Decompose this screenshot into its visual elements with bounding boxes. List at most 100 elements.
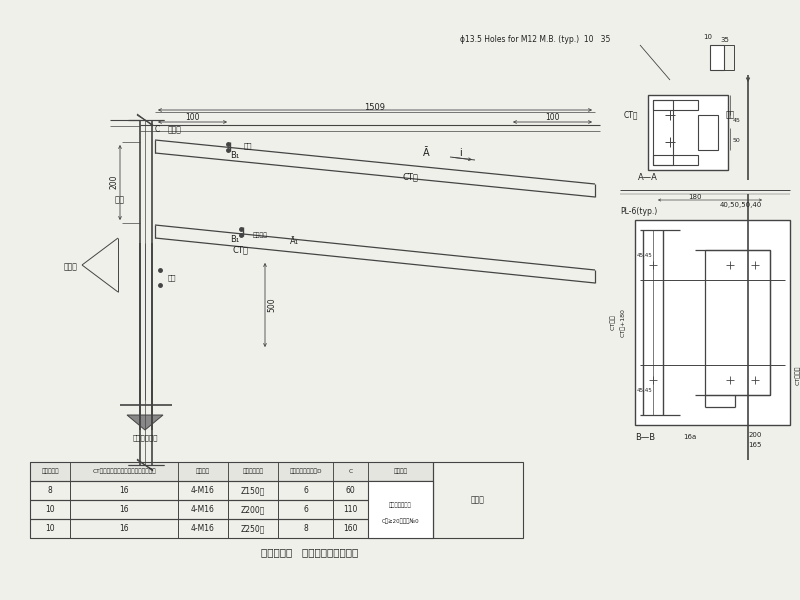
Text: 4-M16: 4-M16	[191, 505, 215, 514]
Text: B₁: B₁	[230, 235, 239, 245]
Bar	[30, 462, 70, 481]
Bar	[653, 100, 698, 110]
Text: Ā₁: Ā₁	[290, 238, 299, 247]
Bar	[70, 462, 178, 481]
Text: C值≥20，其余№0: C值≥20，其余№0	[382, 518, 419, 524]
Text: 4-M16: 4-M16	[191, 524, 215, 533]
Bar	[653, 155, 698, 165]
Text: Z200型: Z200型	[241, 505, 265, 514]
Text: C: C	[349, 469, 353, 474]
Text: 墙架规格: 墙架规格	[196, 469, 210, 474]
Text: 槽架宽: 槽架宽	[168, 125, 182, 134]
Text: i: i	[458, 148, 462, 158]
Text: 100: 100	[545, 113, 559, 122]
Text: 墙架托板厚度: 墙架托板厚度	[242, 469, 263, 474]
Bar	[635, 220, 790, 425]
Text: CT架: CT架	[623, 110, 638, 119]
Text: 10: 10	[45, 505, 55, 514]
Bar	[30, 462, 433, 481]
Text: 1509: 1509	[365, 103, 386, 112]
Text: 165: 165	[748, 442, 762, 448]
Bar	[178, 462, 228, 481]
Text: 8: 8	[303, 524, 308, 533]
Text: 40,50,50,40: 40,50,50,40	[720, 202, 762, 208]
Text: 10: 10	[703, 34, 713, 40]
Text: 110: 110	[343, 505, 358, 514]
Text: 45,45: 45,45	[637, 388, 653, 392]
Text: B₁: B₁	[230, 151, 239, 160]
Bar	[178, 500, 228, 519]
Text: 160: 160	[343, 524, 358, 533]
Bar	[333, 519, 368, 538]
Bar	[368, 481, 433, 500]
Bar	[368, 481, 433, 538]
Bar	[648, 95, 728, 170]
Text: 雨披详图一   （与钢柱级条相连）: 雨披详图一 （与钢柱级条相连）	[262, 547, 358, 557]
Bar	[30, 519, 70, 538]
Bar	[724, 45, 734, 70]
Text: Ā: Ā	[423, 148, 430, 158]
Bar	[278, 500, 333, 519]
Text: 螺栓: 螺栓	[168, 275, 176, 281]
Bar	[30, 500, 70, 519]
Text: 45,45: 45,45	[637, 253, 653, 257]
Text: 60: 60	[346, 486, 355, 495]
Text: 200: 200	[748, 432, 762, 438]
Text: 16: 16	[119, 486, 129, 495]
Text: 门槛架础底板: 门槛架础底板	[132, 434, 158, 442]
Bar	[653, 100, 673, 165]
Text: Z150型: Z150型	[241, 486, 265, 495]
Bar	[433, 462, 523, 538]
Text: 50: 50	[733, 137, 741, 142]
Polygon shape	[127, 415, 163, 430]
Bar	[30, 481, 70, 500]
Bar	[228, 481, 278, 500]
Text: 6: 6	[303, 486, 308, 495]
Text: 雨披坡面: 雨披坡面	[394, 469, 407, 474]
Bar	[228, 500, 278, 519]
Text: 180: 180	[688, 194, 702, 200]
Text: 加劲板厚度: 加劲板厚度	[42, 469, 58, 474]
Text: 16a: 16a	[683, 434, 697, 440]
Bar	[228, 519, 278, 538]
Bar	[278, 519, 333, 538]
Text: 45: 45	[733, 118, 741, 122]
Text: 楢架: 楢架	[726, 110, 735, 119]
Text: 16: 16	[119, 505, 129, 514]
Bar	[70, 519, 178, 538]
Bar	[178, 481, 228, 500]
Bar	[333, 462, 368, 481]
Bar	[710, 45, 724, 70]
Bar	[70, 481, 178, 500]
Text: 当有内压板时，: 当有内压板时，	[389, 503, 412, 508]
Bar	[278, 462, 333, 481]
Bar	[368, 519, 433, 538]
Text: CT架+180: CT架+180	[620, 308, 626, 337]
Bar	[705, 250, 770, 395]
Bar	[30, 519, 433, 538]
Text: 500: 500	[267, 298, 277, 313]
Bar	[278, 481, 333, 500]
Bar	[30, 500, 433, 519]
Text: 炉架底: 炉架底	[471, 496, 485, 505]
Text: 6: 6	[303, 505, 308, 514]
Bar	[333, 500, 368, 519]
Text: 10: 10	[45, 524, 55, 533]
Text: ϕ13.5 Holes for M12 M.B. (typ.)  10   35: ϕ13.5 Holes for M12 M.B. (typ.) 10 35	[460, 35, 610, 44]
Bar	[368, 462, 433, 481]
Bar	[70, 500, 178, 519]
Text: B—B: B—B	[635, 433, 655, 442]
Text: A—A: A—A	[638, 173, 658, 182]
Text: 水落接: 水落接	[64, 263, 78, 271]
Text: 200: 200	[110, 175, 118, 189]
Bar	[333, 481, 368, 500]
Text: CT架: CT架	[402, 173, 418, 181]
Text: Z250型: Z250型	[241, 524, 265, 533]
Text: C: C	[155, 125, 160, 134]
Text: 钢柱: 钢柱	[115, 196, 125, 205]
Text: CT架: CT架	[232, 245, 248, 254]
Bar	[30, 481, 433, 500]
Text: 100: 100	[185, 113, 199, 122]
Text: 16: 16	[119, 524, 129, 533]
Text: 8: 8	[48, 486, 52, 495]
